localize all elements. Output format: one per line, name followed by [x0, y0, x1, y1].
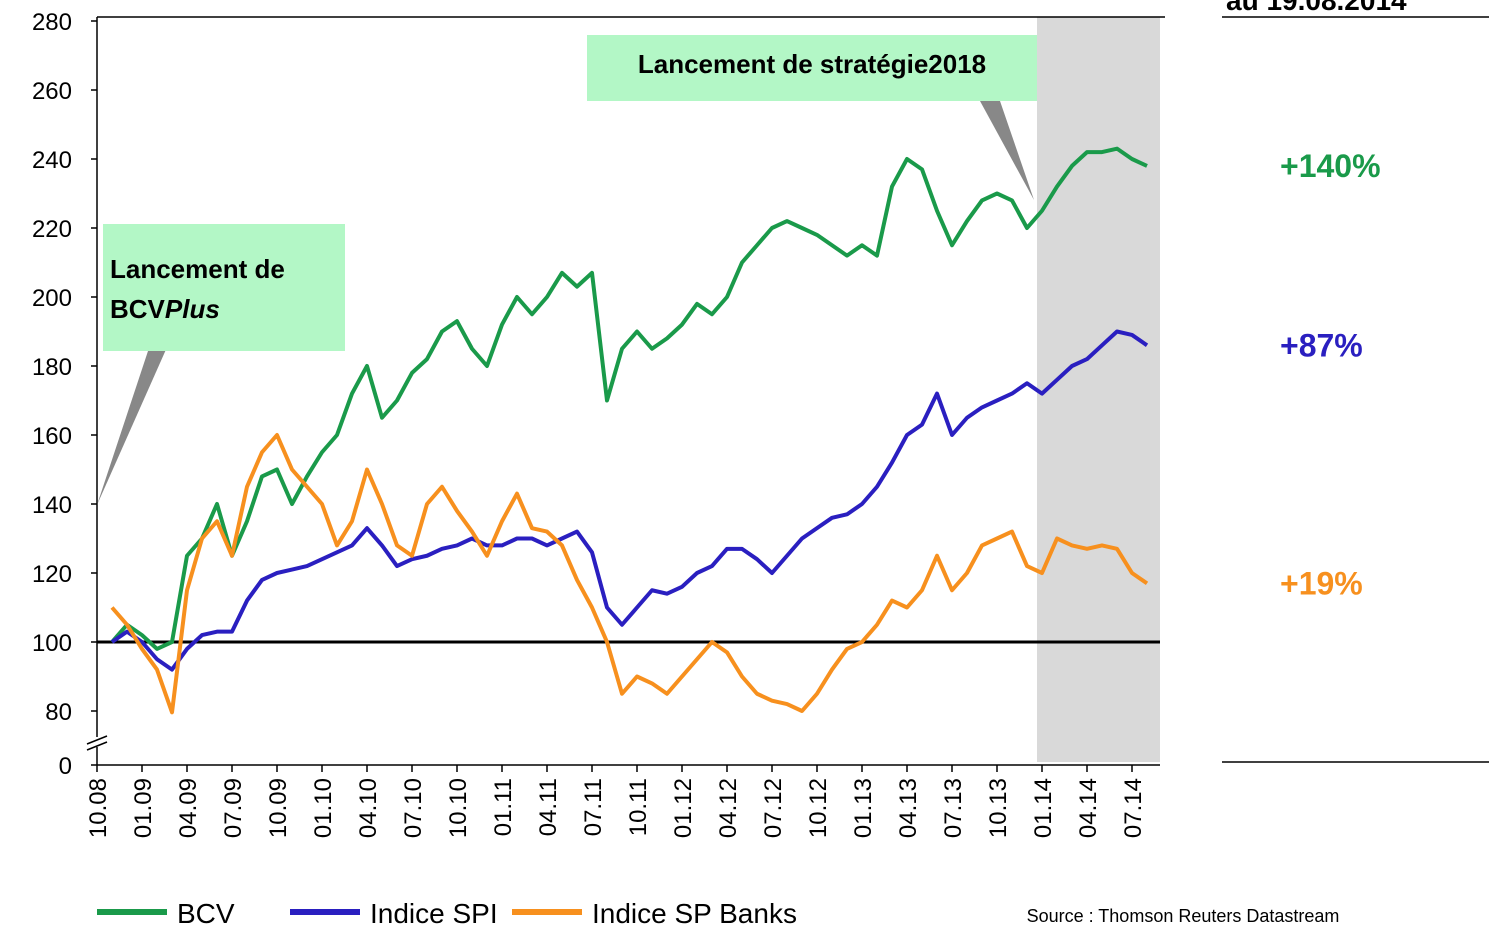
x-tick-label: 01.13 — [850, 778, 877, 838]
y-tick-label: 160 — [32, 423, 72, 450]
annotation-text: BCV — [110, 294, 166, 324]
x-tick-label: 10.09 — [265, 778, 292, 838]
callout — [980, 101, 1034, 200]
series-line — [110, 433, 1149, 715]
y-tick-label: 220 — [32, 216, 72, 243]
x-tick-label: 07.10 — [400, 778, 427, 838]
header: au 19.08.2014 — [1226, 0, 1407, 16]
end-label: +87% — [1280, 327, 1363, 363]
annotation-text: Lancement de — [110, 254, 285, 284]
x-tick-label: 01.09 — [130, 778, 157, 838]
annotation-box — [103, 224, 345, 351]
x-tick-label: 10.08 — [85, 778, 112, 838]
series-line — [110, 329, 1149, 672]
x-tick-label: 04.13 — [895, 778, 922, 838]
y-tick-label: 260 — [32, 78, 72, 105]
x-tick-label: 01.14 — [1030, 778, 1057, 838]
y-tick-label: 120 — [32, 561, 72, 588]
y-tick-label: 0 — [59, 753, 72, 780]
y-tick-label: 140 — [32, 492, 72, 519]
x-tick-label: 07.13 — [940, 778, 967, 838]
y-tick-label: 240 — [32, 147, 72, 174]
x-tick-label: 04.14 — [1075, 778, 1102, 838]
y-tick-label: 200 — [32, 285, 72, 312]
x-tick-label: 07.11 — [580, 778, 607, 836]
x-tick-label: 04.09 — [175, 778, 202, 838]
x-tick-label: 07.14 — [1120, 778, 1147, 838]
highlight-region — [1037, 17, 1160, 762]
x-tick-label: 10.11 — [625, 778, 652, 836]
axis-break — [86, 735, 108, 745]
axis-break — [87, 737, 107, 747]
x-tick-label: 04.11 — [535, 778, 562, 836]
y-tick-label: 80 — [45, 699, 72, 726]
x-tick-label: 07.09 — [220, 778, 247, 838]
x-tick-label: 10.10 — [445, 778, 472, 838]
series-line — [110, 146, 1148, 651]
x-tick-label: 10.13 — [985, 778, 1012, 838]
x-tick-label: 04.10 — [355, 778, 382, 838]
x-tick-label: 01.11 — [490, 778, 517, 836]
legend-label: BCV — [177, 898, 235, 926]
source: Source : Thomson Reuters Datastream — [1027, 906, 1340, 926]
legend-label: Indice SPI — [370, 898, 498, 926]
annotation-text: Lancement de stratégie2018 — [638, 49, 986, 79]
x-tick-label: 01.12 — [670, 778, 697, 838]
end-label: +140% — [1280, 148, 1381, 184]
y-tick-label: 180 — [32, 354, 72, 381]
legend-label: Indice SP Banks — [592, 898, 797, 926]
annotation-text: Plus — [165, 294, 220, 324]
callout — [97, 345, 168, 505]
axis-break — [86, 741, 108, 751]
annotation-text: BCVPlus — [110, 294, 220, 324]
end-label: +19% — [1280, 565, 1363, 601]
x-tick-label: 01.10 — [310, 778, 337, 838]
x-tick-label: 07.12 — [760, 778, 787, 838]
x-tick-label: 10.12 — [805, 778, 832, 838]
y-tick-label: 100 — [32, 630, 72, 657]
x-tick-label: 04.12 — [715, 778, 742, 838]
y-tick-label: 280 — [32, 9, 72, 36]
annotation-box — [587, 35, 1037, 101]
